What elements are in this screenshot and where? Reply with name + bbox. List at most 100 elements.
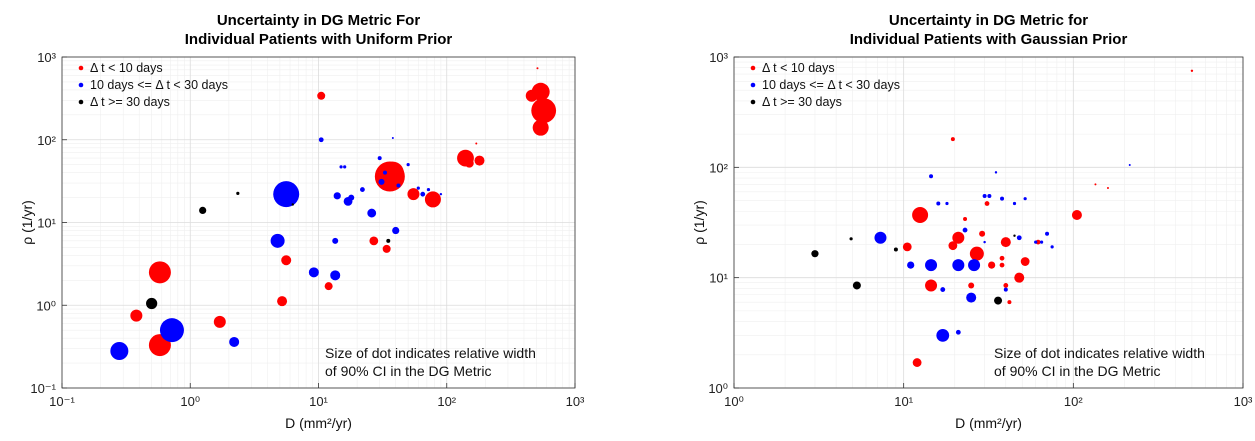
data-point xyxy=(1045,231,1050,236)
legend: Δ t < 10 days 10 days <= Δ t < 30 days Δ t… xyxy=(750,61,900,109)
series-1 xyxy=(874,163,1131,342)
series-0 xyxy=(902,69,1194,367)
data-point xyxy=(969,246,984,261)
data-point xyxy=(952,231,965,244)
data-point xyxy=(1016,235,1022,241)
legend-label: Δ t < 10 days xyxy=(90,61,163,75)
x-axis-label: D (mm²/yr) xyxy=(955,415,1022,431)
x-tick-label: 10² xyxy=(1064,394,1083,409)
data-point xyxy=(982,193,987,198)
data-point xyxy=(966,292,977,303)
data-point xyxy=(1013,234,1016,237)
chart-uniform-prior: 10⁻¹ 10⁰ 10¹ 10² 10³ 10⁻¹ 10⁰ 10¹ 10² 10³ Uncertai… xyxy=(19,12,585,431)
y-tick-label: 10⁻¹ xyxy=(30,381,56,396)
data-point xyxy=(963,217,968,222)
data-point xyxy=(1034,240,1038,244)
x-tick-label: 10⁰ xyxy=(180,394,200,409)
data-point xyxy=(994,171,998,174)
y-tick-label: 10² xyxy=(37,133,56,148)
data-point xyxy=(948,241,958,251)
chart-title-line2: Individual Patients with Gaussian Prior xyxy=(850,31,1128,48)
data-point xyxy=(999,262,1005,268)
data-point xyxy=(1128,163,1131,166)
data-point xyxy=(988,261,996,269)
data-point xyxy=(426,187,431,192)
data-point xyxy=(360,187,365,192)
data-point xyxy=(386,238,391,243)
data-point xyxy=(291,203,294,206)
legend-marker xyxy=(750,82,756,88)
legend-marker xyxy=(750,65,756,71)
legend-label: 10 days <= Δ t < 30 days xyxy=(762,78,900,92)
data-point xyxy=(874,231,887,244)
data-point xyxy=(273,181,300,208)
data-point xyxy=(950,137,955,142)
data-point xyxy=(1050,245,1054,249)
data-point xyxy=(1039,240,1044,244)
data-point xyxy=(324,282,333,291)
data-point xyxy=(532,119,549,136)
data-point xyxy=(159,318,184,343)
data-point xyxy=(330,270,341,281)
data-point xyxy=(146,297,158,310)
data-point xyxy=(1007,300,1012,305)
data-point xyxy=(318,137,324,143)
data-point xyxy=(1003,283,1009,288)
data-point xyxy=(348,194,355,201)
data-point xyxy=(317,91,326,100)
data-point xyxy=(369,236,379,246)
data-point xyxy=(907,261,915,269)
data-point xyxy=(1071,209,1082,220)
data-point xyxy=(983,240,986,244)
data-point xyxy=(229,336,240,347)
x-tick-label: 10¹ xyxy=(309,394,328,409)
legend: Δ t < 10 days 10 days <= Δ t < 30 days Δ t… xyxy=(78,61,228,109)
annotation-line2: of 90% CI in the DG Metric xyxy=(325,363,492,379)
x-tick-label: 10³ xyxy=(566,394,585,409)
data-point xyxy=(936,201,941,206)
series-1 xyxy=(110,136,443,360)
chart-title-line1: Uncertainty in DG Metric for xyxy=(889,12,1088,29)
data-point xyxy=(531,98,557,124)
data-point xyxy=(902,242,912,252)
data-point xyxy=(339,165,343,169)
data-point xyxy=(994,296,1003,305)
data-point xyxy=(392,226,400,235)
data-point xyxy=(416,186,420,190)
data-point xyxy=(968,282,975,289)
data-point xyxy=(270,233,285,248)
data-point xyxy=(213,315,226,328)
legend-label: 10 days <= Δ t < 30 days xyxy=(90,78,228,92)
data-point xyxy=(1035,239,1041,245)
data-point xyxy=(1023,197,1027,201)
data-point xyxy=(406,163,410,167)
data-point xyxy=(130,309,143,322)
legend-label: Δ t < 10 days xyxy=(762,61,835,75)
data-point xyxy=(424,191,441,208)
data-point xyxy=(945,201,949,206)
y-tick-label: 10⁰ xyxy=(36,298,56,313)
legend-marker xyxy=(750,99,756,105)
data-point xyxy=(407,188,420,201)
data-point xyxy=(281,255,292,266)
data-point xyxy=(536,67,539,70)
x-tick-label: 10² xyxy=(437,394,456,409)
data-point xyxy=(925,259,938,272)
data-point xyxy=(940,287,946,292)
x-tick-label: 10³ xyxy=(1234,394,1253,409)
data-point xyxy=(1020,257,1030,266)
data-point xyxy=(332,237,339,244)
data-point xyxy=(525,89,538,102)
data-point xyxy=(979,230,986,237)
data-point xyxy=(1003,287,1008,292)
data-point xyxy=(925,279,938,292)
data-point xyxy=(382,244,391,253)
data-point xyxy=(955,329,961,335)
annotation-line1: Size of dot indicates relative width xyxy=(994,345,1205,361)
data-point xyxy=(999,255,1005,261)
data-points xyxy=(110,67,557,360)
data-point xyxy=(1094,183,1097,186)
data-point xyxy=(199,206,207,215)
data-point xyxy=(148,261,171,284)
